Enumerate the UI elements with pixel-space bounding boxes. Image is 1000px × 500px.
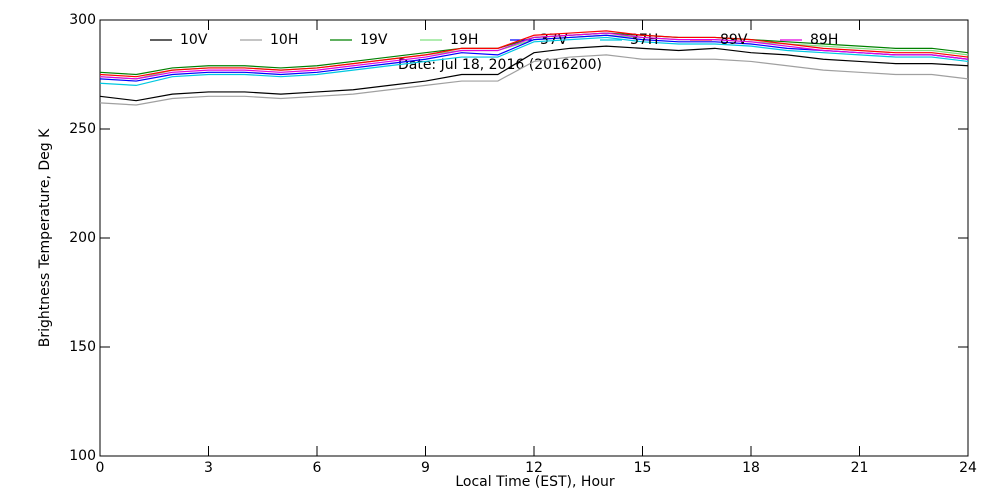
- legend-label: 19V: [360, 32, 388, 48]
- y-tick-label: 100: [69, 448, 96, 464]
- x-tick-label: 6: [313, 460, 322, 476]
- x-tick-label: 24: [959, 460, 977, 476]
- y-axis-label: Brightness Temperature, Deg K: [37, 128, 53, 347]
- y-tick-label: 200: [69, 230, 96, 246]
- legend-label: 19H: [450, 32, 478, 48]
- annotation: Date: Jul 18, 2016 (2016200): [398, 57, 602, 73]
- legend-label: 10H: [270, 32, 298, 48]
- data-line: [99, 30, 969, 78]
- data-line: [99, 36, 969, 87]
- legend-label: 10V: [180, 32, 208, 48]
- x-axis-label: Local Time (EST), Hour: [455, 474, 615, 490]
- x-tick-label: 3: [204, 460, 213, 476]
- legend-label: 89H: [810, 32, 838, 48]
- y-tick-label: 150: [69, 339, 96, 355]
- x-tick-label: 0: [96, 460, 105, 476]
- plot-frame: [99, 19, 969, 457]
- data-line: [99, 32, 969, 80]
- legend-label: 89V: [720, 32, 748, 48]
- x-tick-label: 18: [742, 460, 760, 476]
- x-tick-label: 15: [634, 460, 652, 476]
- data-line: [99, 45, 969, 102]
- x-tick-label: 21: [851, 460, 869, 476]
- x-tick-label: 12: [525, 460, 543, 476]
- y-tick-label: 250: [69, 121, 96, 137]
- data-line: [99, 54, 969, 106]
- y-tick-label: 300: [69, 12, 96, 28]
- x-tick-label: 9: [421, 460, 430, 476]
